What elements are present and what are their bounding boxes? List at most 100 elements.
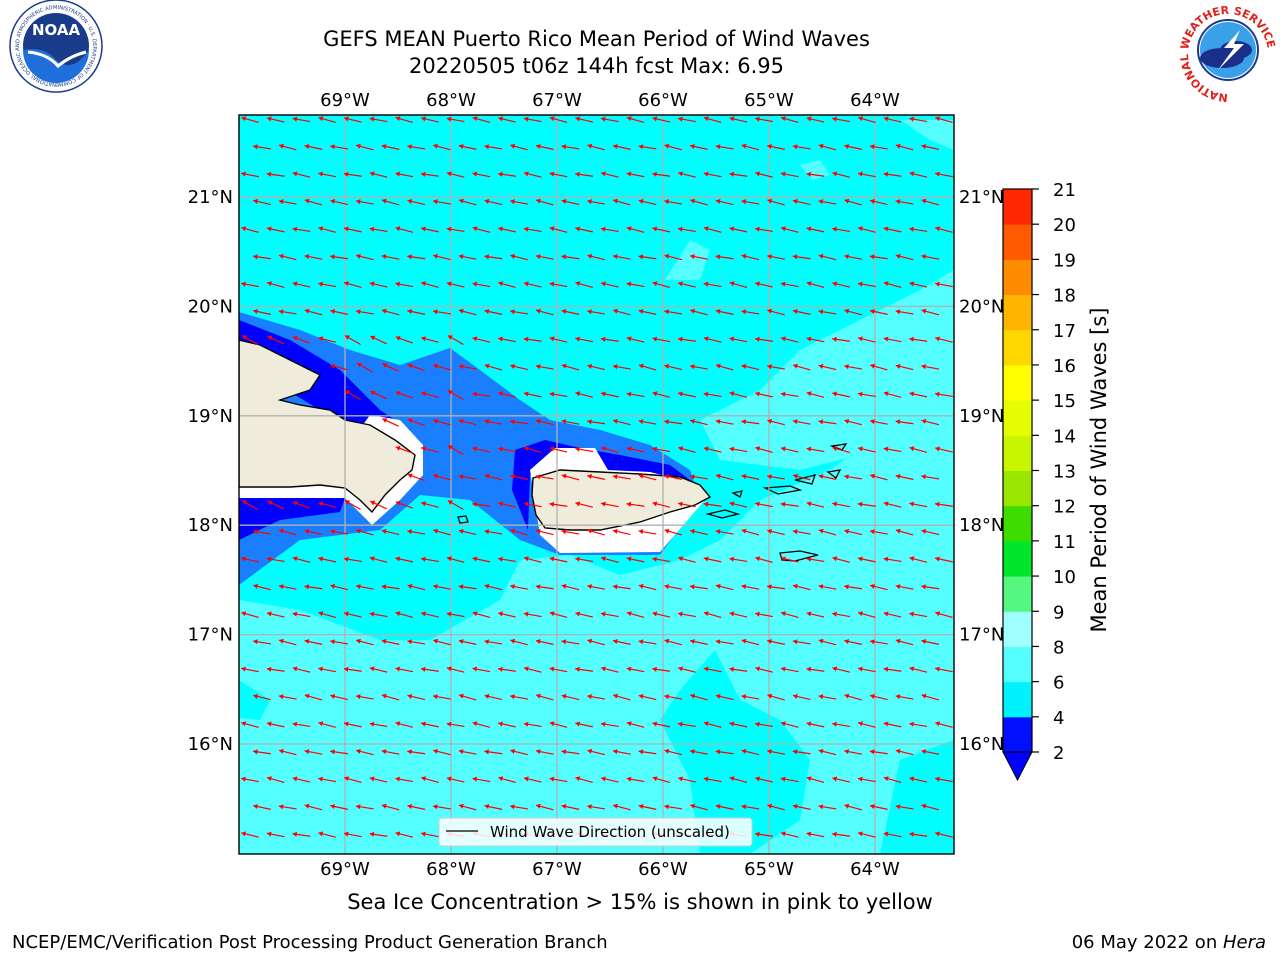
wind-arrow: [921, 474, 940, 480]
wind-arrow: [883, 776, 902, 784]
wind-arrow: [370, 500, 387, 510]
wind-arrow: [806, 336, 825, 343]
wind-arrow: [381, 749, 400, 755]
wind-arrow: [266, 776, 285, 784]
wind-arrow: [909, 116, 928, 123]
wind-arrow: [432, 584, 451, 590]
wind-arrow: [395, 831, 414, 838]
wind-arrow: [677, 336, 696, 342]
legend-label: Wind Wave Direction (unscaled): [490, 823, 730, 841]
wind-arrow: [253, 308, 271, 315]
wind-arrow: [818, 309, 837, 315]
wind-arrow: [433, 143, 451, 151]
wind-arrow: [792, 473, 811, 481]
wind-arrow: [626, 391, 645, 398]
wind-arrow: [715, 473, 734, 481]
wind-arrow: [318, 281, 337, 288]
wind-arrow: [895, 584, 914, 590]
wind-arrow: [575, 666, 594, 672]
colorbar-label: Mean Period of Wind Waves [s]: [1087, 308, 1111, 633]
wind-arrow: [664, 694, 683, 700]
lon-label-top: 64°W: [850, 90, 900, 111]
wind-arrow: [484, 473, 503, 481]
wind-arrow: [561, 693, 580, 701]
wind-arrow: [780, 666, 799, 673]
wind-arrow: [535, 584, 554, 590]
wind-arrow: [407, 749, 426, 755]
wind-arrow: [638, 749, 657, 755]
wind-arrow: [304, 638, 323, 645]
wind-arrow: [703, 556, 722, 563]
wind-arrow: [806, 556, 825, 563]
wind-arrow: [472, 611, 491, 619]
wind-arrow: [755, 776, 773, 783]
colorbar-segment: [1003, 224, 1032, 260]
wind-arrow: [934, 556, 953, 563]
wind-arrow: [472, 171, 491, 178]
wind-arrow: [484, 419, 503, 425]
wind-arrow: [278, 748, 297, 756]
wind-arrow: [561, 803, 580, 810]
wind-arrow: [612, 528, 631, 536]
wind-arrow: [741, 748, 760, 756]
wind-arrow: [792, 363, 811, 371]
wind-arrow: [818, 694, 837, 700]
wind-arrow: [844, 308, 862, 316]
wind-arrow: [909, 721, 928, 728]
wind-arrow: [472, 336, 491, 343]
wind-arrow: [278, 528, 297, 536]
wind-arrow: [600, 611, 619, 618]
wind-arrow: [458, 198, 477, 206]
noaa-logo: NOAA NATIONAL OCEANIC AND ATMOSPHERIC AD…: [0, 0, 103, 93]
wind-arrow: [677, 281, 696, 288]
wind-arrow: [806, 666, 825, 672]
wind-arrow: [484, 198, 503, 206]
wind-arrow: [575, 336, 594, 343]
wind-arrow: [638, 144, 657, 150]
wind-arrow: [395, 171, 414, 178]
wind-arrow: [304, 803, 323, 811]
wind-arrow: [729, 776, 748, 784]
wind-arrow: [446, 116, 465, 123]
wind-arrow: [806, 171, 825, 177]
wind-arrow: [382, 363, 399, 372]
wind-arrow: [355, 199, 374, 205]
wind-arrow: [369, 226, 388, 233]
wind-arrow: [304, 143, 323, 150]
wind-arrow: [484, 529, 503, 535]
wind-arrow: [330, 198, 349, 206]
wind-arrow: [458, 254, 477, 260]
wind-arrow: [755, 171, 773, 178]
wind-arrow: [921, 143, 940, 150]
wind-arrow: [355, 804, 374, 810]
wind-arrow: [715, 144, 734, 150]
wind-arrow: [561, 254, 580, 260]
wind-arrow: [253, 693, 271, 701]
wind-arrow: [433, 418, 451, 426]
wind-arrow: [266, 171, 285, 177]
wind-arrow: [330, 639, 349, 645]
wind-arrow: [909, 501, 928, 508]
wind-arrow: [549, 281, 568, 288]
wind-arrow: [934, 171, 953, 178]
wind-arrow: [318, 556, 337, 563]
wind-arrow: [729, 611, 748, 618]
wind-arrow: [806, 226, 825, 233]
wind-arrow: [832, 336, 851, 342]
wind-arrow: [741, 419, 760, 425]
wind-arrow: [612, 584, 631, 590]
wind-arrow: [935, 831, 953, 838]
wind-arrow: [844, 803, 862, 811]
wind-arrow: [446, 281, 465, 288]
wind-arrow: [498, 281, 516, 289]
wind-arrow: [330, 803, 349, 810]
colorbar-tick-label: 14: [1053, 426, 1076, 447]
wind-arrow: [600, 336, 619, 342]
wind-arrow: [869, 254, 888, 260]
wind-arrow: [729, 501, 748, 508]
wind-arrow: [472, 721, 491, 728]
wind-arrow: [407, 254, 426, 260]
wind-arrow: [741, 363, 760, 371]
lat-label-left: 21°N: [188, 187, 233, 208]
wind-arrow: [318, 116, 336, 124]
